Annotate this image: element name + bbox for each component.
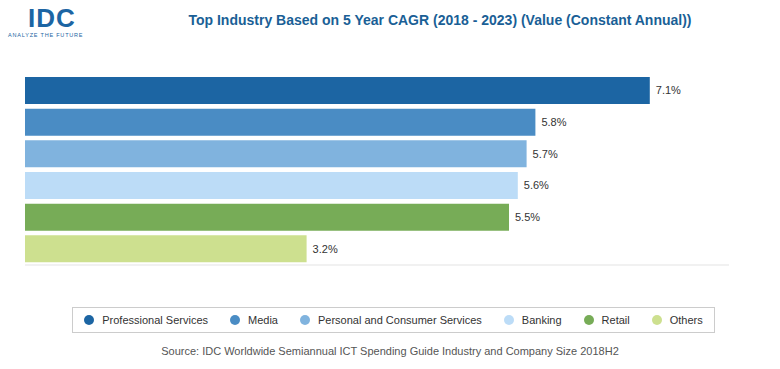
svg-text:5.5%: 5.5% [515,211,540,223]
html-text:Source: IDC Worldwide Semiannu: Source: IDC Worldwide Semiannual ICT Spe… [161,345,619,357]
html-text:Professional Services: Professional Services [102,314,208,326]
html-text:Banking: Banking [521,314,562,326]
html-text:Top Industry Based on 5 Year C: Top Industry Based on 5 Year CAGR (2018 … [188,12,692,28]
html-text:Personal and Consumer Services: Personal and Consumer Services [318,314,482,326]
html-text:Retail: Retail [601,314,630,326]
html-text:Others: Others [669,314,703,326]
html-text:Media: Media [248,314,278,326]
svg-text:5.6%: 5.6% [524,179,549,191]
html-text:IDC: IDC [28,3,76,33]
svg-text:7.1%: 7.1% [656,84,681,96]
svg-text:5.8%: 5.8% [541,116,566,128]
svg-text:3.2%: 3.2% [313,243,338,255]
html-text:ANALYZE THE FUTURE: ANALYZE THE FUTURE [8,32,84,38]
svg-text:5.7%: 5.7% [533,148,558,160]
